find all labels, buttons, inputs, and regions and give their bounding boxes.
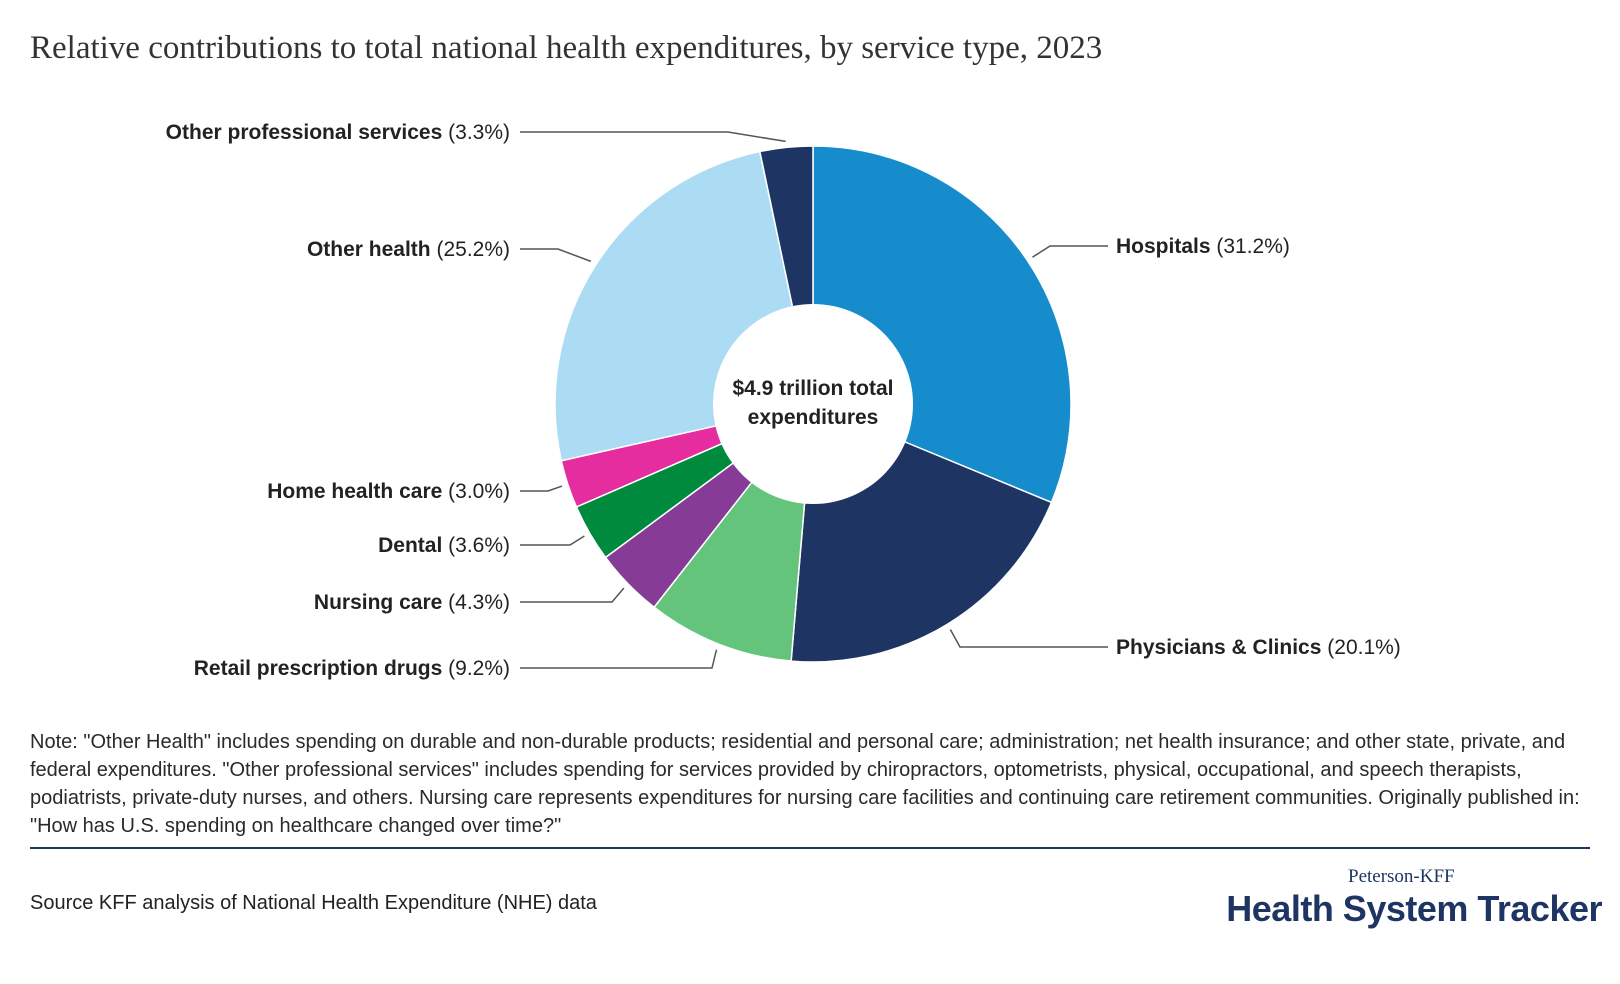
center-label-line-1: $4.9 trillion total <box>732 377 893 400</box>
leader-physicians-and-clinics <box>949 629 1108 648</box>
label-value: (9.2%) <box>448 657 510 680</box>
chart-note: Note: "Other Health" includes spending o… <box>30 731 1580 837</box>
label-other-professional-services: Other professional services (3.3%) <box>166 121 510 144</box>
label-name: Dental <box>378 534 448 557</box>
label-dental: Dental (3.6%) <box>378 534 510 557</box>
label-name: Retail prescription drugs <box>194 657 448 680</box>
label-value: (3.3%) <box>448 121 510 144</box>
leader-hospitals <box>1032 245 1108 258</box>
leader-other-professional-services <box>520 131 786 143</box>
label-nursing-care: Nursing care (4.3%) <box>314 591 510 614</box>
label-other-health: Other health (25.2%) <box>307 238 510 261</box>
label-name: Nursing care <box>314 591 448 614</box>
label-home-health-care: Home health care (3.0%) <box>267 480 510 503</box>
label-retail-prescription-drugs: Retail prescription drugs (9.2%) <box>194 657 510 680</box>
source-text: Source KFF analysis of National Health E… <box>30 892 597 914</box>
leader-nursing-care <box>520 587 625 603</box>
slice-labels: Hospitals (31.2%) Physicians & Clinics (2… <box>166 121 1401 680</box>
label-name: Other professional services <box>166 121 448 144</box>
label-value: (3.0%) <box>448 480 510 503</box>
label-physicians-and-clinics: Physicians & Clinics (20.1%) <box>1116 636 1401 659</box>
label-value: (31.2%) <box>1216 235 1290 258</box>
donut-chart: Hospitals (31.2%) Physicians & Clinics (2… <box>166 121 1401 680</box>
label-hospitals: Hospitals (31.2%) <box>1116 235 1290 258</box>
chart-title: Relative contributions to total national… <box>30 30 1103 66</box>
leader-lines <box>520 131 1108 669</box>
leader-dental <box>520 535 585 546</box>
label-value: (25.2%) <box>436 238 510 261</box>
label-value: (4.3%) <box>448 591 510 614</box>
label-value: (20.1%) <box>1327 636 1401 659</box>
label-name: Hospitals <box>1116 235 1216 258</box>
logo-health-system-tracker: Health System Tracker <box>1226 888 1602 929</box>
center-label-line-2: expenditures <box>748 406 879 429</box>
label-value: (3.6%) <box>448 534 510 557</box>
leader-home-health-care <box>520 485 563 492</box>
label-name: Home health care <box>267 480 448 503</box>
label-name: Other health <box>307 238 437 261</box>
logo-peterson-kff: Peterson-KFF <box>1348 866 1455 887</box>
leader-other-health <box>520 248 592 263</box>
divider <box>30 847 1590 849</box>
leader-retail-prescription-drugs <box>520 649 718 669</box>
donut-hole <box>713 304 913 504</box>
label-name: Physicians & Clinics <box>1116 636 1327 659</box>
